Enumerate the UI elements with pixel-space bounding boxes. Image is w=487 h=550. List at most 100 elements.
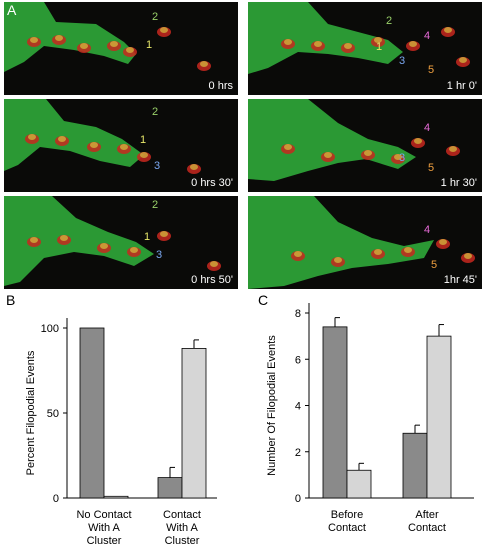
colocalization-spot — [284, 39, 292, 45]
colocalization-spot — [110, 41, 118, 47]
colocalization-spot — [439, 239, 447, 245]
micrograph-image: 2 13 — [4, 196, 221, 286]
micrograph-frame: 2 1 4 3 5 1 hr 0' — [248, 2, 482, 95]
y-axis-label: Percent Filopodial Events — [25, 350, 37, 475]
micrograph-image: 45 — [248, 196, 475, 289]
filopodium-number-label: 4 — [424, 30, 430, 42]
colocalization-spot — [55, 35, 63, 41]
colocalization-spot — [444, 27, 452, 33]
x-tick-label: With A — [88, 522, 120, 534]
bar — [181, 348, 207, 499]
colocalization-spot — [130, 247, 138, 253]
micrograph-image: 2 1 4 3 5 — [248, 2, 470, 76]
colocalization-spot — [30, 237, 38, 243]
colocalization-spot — [344, 43, 352, 49]
bar — [103, 495, 129, 499]
colocalization-spot — [160, 27, 168, 33]
frame-time-label: 1 hr 0' — [446, 80, 477, 92]
colocalization-spot — [140, 152, 148, 158]
colocalization-spot — [58, 136, 66, 142]
filopodium-number-label: 2 — [152, 199, 158, 211]
bar — [402, 432, 428, 499]
growth-cone-region — [248, 196, 434, 289]
bar — [79, 327, 105, 499]
colocalization-spot — [160, 231, 168, 237]
y-tick-label: 6 — [295, 354, 301, 366]
x-tick-label: Contact — [408, 522, 446, 534]
bar — [346, 469, 372, 499]
growth-cone-region — [4, 196, 154, 286]
x-tick-label: Cluster — [87, 535, 122, 547]
micrograph-image: 4 3 5 — [248, 99, 460, 181]
filopodium-number-label: 3 — [399, 55, 405, 67]
colocalization-spot — [374, 37, 382, 43]
filopodium-number-label: 1 — [140, 134, 146, 146]
colocalization-spot — [394, 154, 402, 160]
x-tick-label: Contact — [163, 509, 201, 521]
colocalization-spot — [374, 249, 382, 255]
y-tick-label: 50 — [47, 408, 59, 420]
filopodium-number-label: 3 — [399, 152, 405, 164]
frame-time-label: 0 hrs 50' — [191, 274, 233, 286]
colocalization-spot — [334, 257, 342, 263]
colocalization-spot — [409, 41, 417, 47]
colocalization-spot — [314, 41, 322, 47]
colocalization-spot — [284, 144, 292, 150]
filopodium-number-label: 3 — [156, 249, 162, 261]
y-tick-label: 100 — [41, 323, 59, 335]
filopodium-number-label: 1 — [146, 39, 152, 51]
y-axis-label: Number Of Filopodial Events — [266, 335, 278, 476]
growth-cone-region — [4, 99, 144, 171]
bar — [322, 326, 348, 499]
colocalization-spot — [80, 43, 88, 49]
filopodium-number-label: 3 — [154, 160, 160, 172]
bar — [157, 477, 183, 499]
growth-cone-region — [248, 99, 416, 181]
y-tick-label: 0 — [295, 493, 301, 505]
colocalization-spot — [414, 138, 422, 144]
colocalization-spot — [464, 253, 472, 259]
x-tick-label: After — [415, 509, 439, 521]
colocalization-spot — [449, 146, 457, 152]
filopodium-number-label: 5 — [428, 162, 434, 174]
filopodium-number-label: 1 — [376, 41, 382, 53]
panel-b-letter: B — [6, 292, 16, 308]
colocalization-spot — [30, 37, 38, 43]
y-tick-label: 2 — [295, 447, 301, 459]
colocalization-spot — [190, 164, 198, 170]
y-tick-label: 0 — [53, 493, 59, 505]
filopodium-number-label: 2 — [386, 15, 392, 27]
chart-b-svg: 0 50 100 Percent Filopodial Events No Contac… — [25, 318, 217, 547]
x-tick-label: No Contact — [76, 509, 131, 521]
bar — [426, 335, 452, 499]
x-tick-label: Before — [331, 509, 363, 521]
micrograph-frame: 2 1 3 0 hrs 30' — [4, 99, 238, 192]
colocalization-spot — [364, 150, 372, 156]
panel-a-letter: A — [7, 2, 17, 18]
colocalization-spot — [60, 235, 68, 241]
colocalization-spot — [120, 144, 128, 150]
filopodium-number-label: 5 — [428, 64, 434, 76]
y-tick-label: 4 — [295, 401, 301, 413]
colocalization-spot — [324, 152, 332, 158]
filopodium-number-label: 4 — [424, 224, 430, 236]
frame-time-label: 1 hr 30' — [440, 177, 477, 189]
x-tick-label: Cluster — [165, 535, 200, 547]
frame-time-label: 0 hrs 30' — [191, 177, 233, 189]
filopodium-number-label: 1 — [144, 231, 150, 243]
micrograph-image: 2 1 3 — [4, 99, 201, 174]
filopodium-number-label: 2 — [152, 106, 158, 118]
colocalization-spot — [28, 134, 36, 140]
colocalization-spot — [459, 57, 467, 63]
filopodium-number-label: 2 — [152, 11, 158, 23]
micrograph-image: 21 — [4, 2, 211, 72]
growth-cone-region — [248, 2, 403, 74]
filopodium-number-label: 5 — [431, 259, 437, 271]
x-tick-label: Contact — [328, 522, 366, 534]
y-tick-label: 8 — [295, 308, 301, 320]
growth-cone-region — [4, 2, 136, 72]
colocalization-spot — [126, 47, 134, 53]
